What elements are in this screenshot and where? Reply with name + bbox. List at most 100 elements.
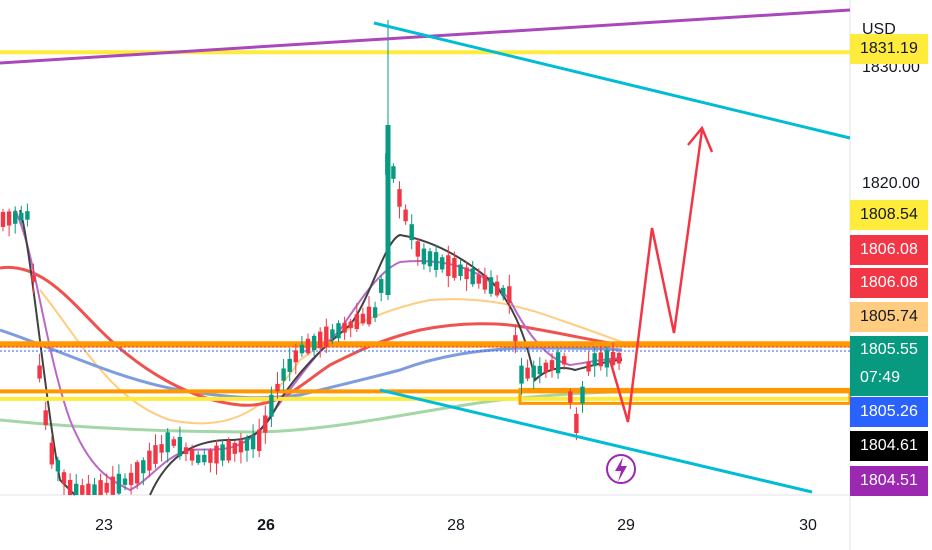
forecast-arrowhead [687, 125, 714, 153]
candle-body [19, 212, 24, 221]
forecast-path[interactable] [608, 129, 704, 423]
candle-body [397, 189, 402, 207]
price-label: 1831.19 [850, 34, 928, 64]
candle-body [482, 275, 488, 290]
candle-body [549, 360, 555, 371]
candle-body [305, 338, 311, 354]
candle-body [525, 367, 530, 379]
y-tick-label: 1820.00 [862, 175, 920, 192]
candle-body [543, 362, 549, 373]
candle-body [421, 248, 427, 265]
lightning-icon[interactable] [606, 454, 636, 484]
x-tick-label: 29 [617, 517, 635, 534]
candle-body [159, 444, 164, 453]
candle-body [324, 326, 329, 348]
candle-body [616, 352, 622, 364]
bar-countdown: 07:49 [860, 369, 901, 386]
candle-body [598, 352, 603, 367]
candle-body [55, 460, 61, 472]
candle-body [513, 335, 518, 342]
trend-drawings[interactable] [0, 8, 851, 494]
candle-body [488, 277, 494, 294]
candle-body [476, 275, 481, 284]
candle-body [116, 473, 122, 494]
price-label: 1806.08 [850, 235, 928, 265]
candle-body [226, 440, 231, 461]
candle-body [610, 351, 616, 366]
candle-body [287, 358, 292, 373]
candle-body [452, 257, 457, 278]
candle-body [293, 350, 298, 363]
candle-body [263, 415, 268, 433]
candle-body [214, 445, 219, 464]
candle-body [372, 307, 378, 318]
price-label: 1806.08 [850, 268, 928, 298]
candle-body [208, 450, 213, 463]
candle-body [464, 267, 469, 280]
candle-body [354, 314, 359, 330]
candle-body [25, 211, 30, 220]
range-box[interactable] [518, 387, 852, 405]
candle-body [110, 476, 115, 495]
x-tick-label: 23 [95, 517, 113, 534]
candle-body [61, 472, 67, 484]
moving-average-line [0, 328, 623, 400]
candle-body [494, 281, 500, 296]
candle-body [415, 241, 420, 257]
moving-average-line [19, 209, 623, 496]
channel-lower-line[interactable] [379, 388, 813, 494]
candle-body [318, 331, 323, 349]
candle-body [171, 439, 176, 446]
candle-body [141, 460, 146, 474]
candle-body [366, 306, 372, 325]
candle-body [74, 483, 79, 495]
candle-body [202, 454, 207, 463]
candle-body [128, 472, 134, 486]
price-label: 1805.55 07:49 [850, 336, 928, 396]
candle-body [348, 321, 353, 328]
candlestick-series [0, 20, 622, 495]
candle-body [519, 365, 524, 384]
candle-body [592, 353, 597, 367]
candle-body [604, 350, 610, 368]
candle-body [49, 442, 54, 465]
candle-body [257, 429, 262, 452]
price-label: 1804.61 [850, 431, 928, 461]
candle-body [31, 275, 36, 282]
moving-average-line [14, 209, 623, 492]
candle-body [336, 323, 341, 339]
channel-upper-line[interactable] [373, 21, 851, 140]
candle-body [13, 211, 18, 224]
candle-body [379, 279, 384, 293]
candle-body [275, 383, 280, 392]
candle-body [360, 313, 366, 324]
candle-body [6, 211, 12, 226]
x-tick-label: 28 [447, 517, 465, 534]
candle-body [409, 224, 414, 241]
candle-body [281, 368, 286, 381]
candle-body [299, 344, 305, 354]
candle-body [470, 268, 475, 285]
forecast-arrow[interactable] [608, 125, 714, 423]
x-tick-label: 26 [257, 517, 275, 534]
candle-body [458, 264, 463, 277]
x-tick-label: 30 [799, 517, 817, 534]
candle-body [250, 435, 256, 450]
candle-body [92, 484, 97, 495]
price-label: 1805.74 [850, 302, 928, 332]
price-label: 1804.51 [850, 466, 928, 496]
candle-body [0, 212, 6, 227]
candle-body [196, 454, 201, 463]
candle-body [98, 480, 103, 495]
candle-body [269, 394, 274, 417]
candle-body [433, 252, 439, 270]
candle-body [86, 483, 91, 495]
horizontal-levels[interactable] [0, 50, 852, 405]
currency-label: USD [862, 21, 896, 38]
candle-body [501, 287, 506, 296]
moving-average-line [0, 265, 623, 407]
candle-body [562, 356, 567, 365]
candle-body [80, 485, 85, 495]
candle-body [580, 386, 585, 404]
